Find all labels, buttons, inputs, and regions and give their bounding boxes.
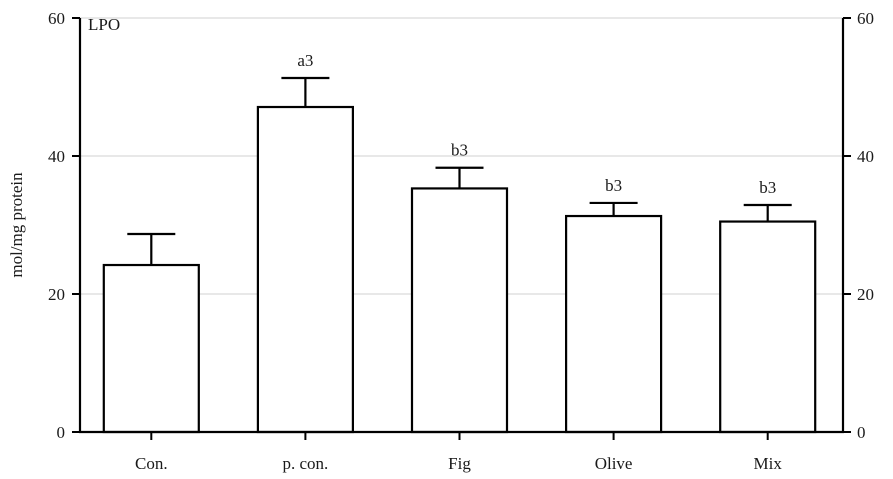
significance-label: b3: [605, 176, 622, 195]
y-tick-label-right: 40: [857, 147, 874, 166]
y-tick-label-left: 60: [48, 9, 65, 28]
x-tick-label: Fig: [448, 454, 471, 473]
y-tick-label-left: 20: [48, 285, 65, 304]
bar-con: [102, 232, 200, 434]
axes: Con. p. con. Fig Olive Mix 0 0 20 20 40 40 60 60: [48, 9, 874, 473]
bar-olive: b3: [564, 176, 663, 434]
bar-mix: b3: [719, 178, 817, 434]
y-tick-label-right: 20: [857, 285, 874, 304]
bar-p-con: a3: [256, 51, 354, 434]
x-tick-label: Olive: [595, 454, 633, 473]
y-tick-label-left: 40: [48, 147, 65, 166]
y-tick-label-right: 60: [857, 9, 874, 28]
y-tick-label-left: 0: [57, 423, 66, 442]
y-axis-label: mol/mg protein: [7, 172, 26, 278]
bar-fig: b3: [410, 141, 509, 434]
significance-label: b3: [451, 141, 468, 160]
x-tick-label: Con.: [135, 454, 168, 473]
y-tick-label-right: 0: [857, 423, 866, 442]
significance-label: b3: [759, 178, 776, 197]
x-tick-label: p. con.: [283, 454, 329, 473]
significance-label: a3: [297, 51, 313, 70]
x-tick-label: Mix: [754, 454, 783, 473]
chart-title: LPO: [88, 15, 120, 34]
bars: a3 b3 b3 b3: [102, 51, 817, 434]
